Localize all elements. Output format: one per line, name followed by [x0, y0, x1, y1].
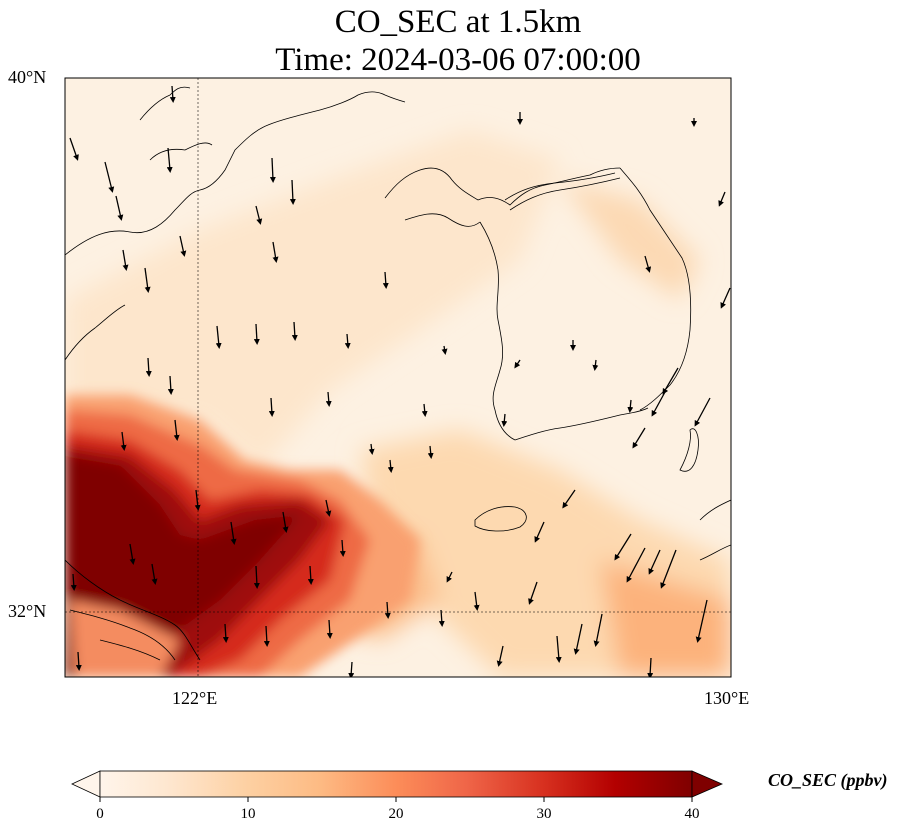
colorbar-gradient	[99, 770, 693, 798]
wind-arrow	[151, 563, 158, 585]
wind-arrow	[592, 359, 599, 371]
wind-arrow	[427, 445, 434, 459]
wind-arrow	[325, 391, 332, 407]
wind-arrow	[651, 391, 666, 417]
colorbar-tick-20: 20	[388, 806, 404, 822]
wind-arrow	[122, 249, 129, 271]
colorbar-tick-0: 0	[96, 806, 104, 822]
wind-arrow	[644, 255, 652, 273]
coastlines	[65, 86, 731, 661]
colorbar	[71, 770, 724, 802]
wind-arrow	[720, 287, 731, 309]
wind-arrow	[325, 499, 332, 517]
wind-arrow	[534, 521, 545, 543]
wind-arrow	[230, 521, 237, 545]
colorbar-extend-min	[71, 770, 101, 798]
wind-arrow	[253, 323, 260, 345]
wind-arrow	[496, 645, 504, 667]
wind-arrow	[289, 179, 296, 205]
wind-arrow	[593, 613, 603, 647]
wind-arrow	[104, 161, 115, 193]
wind-arrow	[348, 661, 355, 677]
wind-arrow	[282, 511, 289, 533]
wind-arrow	[179, 235, 187, 257]
wind-arrow	[694, 397, 711, 427]
wind-arrow	[169, 85, 176, 103]
wind-arrow	[626, 547, 646, 583]
colorbar-extend-max	[691, 770, 724, 798]
wind-arrow	[120, 431, 127, 451]
wind-arrow	[129, 543, 136, 565]
wind-arrow	[215, 325, 222, 349]
lon-tick-label-122e: 122°E	[172, 688, 218, 708]
wind-arrow	[194, 489, 201, 511]
wind-arrow	[421, 403, 428, 417]
wind-arrow	[339, 539, 346, 557]
lon-tick-label-130e: 130°E	[704, 688, 750, 708]
wind-arrow	[344, 333, 351, 349]
wind-arrow	[438, 609, 445, 627]
wind-arrow	[648, 549, 661, 575]
wind-arrow	[382, 271, 389, 289]
wind-arrow	[253, 565, 260, 589]
wind-arrow	[662, 367, 679, 395]
wind-arrow	[166, 147, 173, 173]
wind-arrow	[70, 573, 77, 591]
wind-arrow	[528, 581, 538, 605]
wind-arrow	[695, 599, 708, 643]
wind-arrow	[69, 137, 79, 161]
wind-arrow	[368, 443, 375, 455]
wind-arrow	[255, 205, 263, 225]
colorbar-tick-40: 40	[684, 806, 700, 822]
wind-arrow	[387, 459, 394, 473]
wind-arrow	[291, 321, 298, 341]
wind-arrow	[718, 191, 726, 207]
colorbar-label: CO_SEC (ppbv)	[768, 770, 888, 790]
wind-vectors	[69, 85, 731, 677]
wind-arrow	[562, 489, 576, 509]
concentration-field	[65, 78, 731, 677]
wind-arrow	[441, 345, 448, 355]
lat-tick-label-32n: 32°N	[8, 601, 47, 621]
wind-arrow	[627, 399, 634, 413]
map-subtitle-time: Time: 2024-03-06 07:00:00	[275, 42, 641, 78]
wind-arrow	[222, 623, 229, 643]
wind-arrow	[514, 359, 521, 369]
wind-arrow	[473, 591, 480, 611]
wind-arrow	[614, 533, 632, 561]
colorbar-tick-10: 10	[240, 806, 256, 822]
colorbar-tick-30: 30	[536, 806, 552, 822]
lat-tick-label-40n: 40°N	[8, 67, 47, 87]
wind-arrow	[263, 625, 270, 647]
wind-arrow	[555, 635, 562, 663]
wind-arrow	[647, 657, 654, 677]
wind-arrow	[446, 571, 453, 583]
wind-arrow	[115, 195, 124, 221]
wind-arrow	[660, 549, 677, 589]
wind-arrow	[269, 157, 276, 183]
map-frame	[64, 77, 732, 678]
wind-arrow	[75, 651, 82, 671]
wind-arrow	[144, 267, 151, 293]
wind-arrow	[167, 375, 174, 395]
wind-arrow	[268, 397, 275, 417]
wind-arrow	[307, 565, 314, 585]
wind-arrow	[272, 241, 279, 263]
map-title: CO_SEC at 1.5km	[334, 4, 582, 40]
wind-arrow	[145, 357, 152, 377]
wind-arrow	[632, 427, 646, 449]
wind-arrow	[173, 419, 180, 441]
wind-arrow	[501, 413, 508, 427]
wind-arrow	[573, 623, 583, 655]
wind-arrow	[326, 619, 333, 639]
wind-arrow	[384, 601, 391, 619]
